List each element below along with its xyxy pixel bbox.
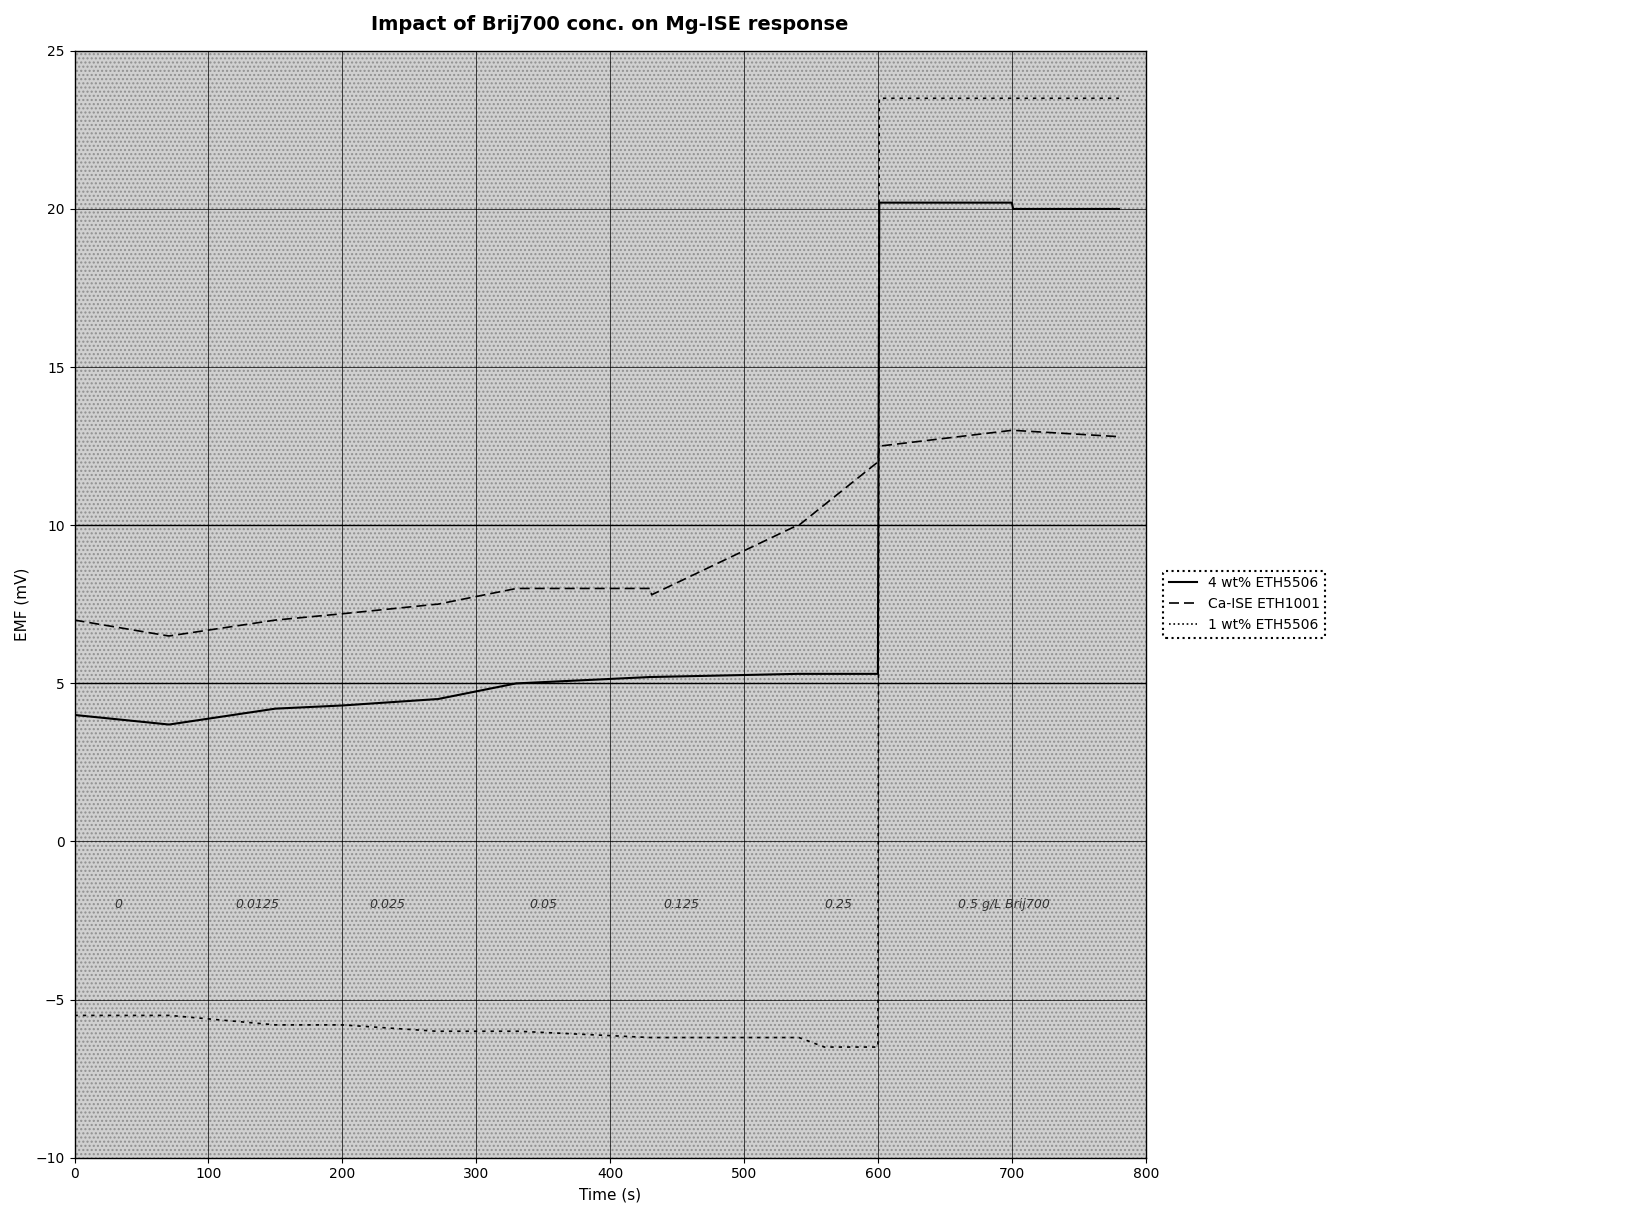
4 wt% ETH5506 (1002, 196, 1021, 211)
Text: 0.5 g/L Brij700: 0.5 g/L Brij700 (958, 898, 1049, 912)
Ca-ISE ETH1001 (869, 439, 889, 454)
1 wt% ETH5506 (935, 91, 954, 106)
4 wt% ETH5506 (787, 667, 807, 682)
1 wt% ETH5506 (332, 1017, 352, 1032)
1 wt% ETH5506 (1002, 91, 1021, 106)
Ca-ISE ETH1001 (426, 598, 445, 612)
1 wt% ETH5506 (640, 1031, 660, 1045)
Line: 4 wt% ETH5506: 4 wt% ETH5506 (75, 203, 1120, 724)
1 wt% ETH5506 (789, 1031, 809, 1045)
1 wt% ETH5506 (936, 91, 956, 106)
1 wt% ETH5506 (160, 1008, 180, 1022)
Ca-ISE ETH1001 (1003, 424, 1023, 438)
1 wt% ETH5506 (815, 1039, 835, 1054)
Ca-ISE ETH1001 (1002, 424, 1021, 438)
1 wt% ETH5506 (507, 1023, 527, 1038)
1 wt% ETH5506 (1003, 91, 1023, 106)
1 wt% ETH5506 (869, 91, 889, 106)
1 wt% ETH5506 (506, 1023, 525, 1038)
1 wt% ETH5506 (868, 1039, 887, 1054)
Line: Ca-ISE ETH1001: Ca-ISE ETH1001 (75, 431, 1120, 636)
Title: Impact of Brij700 conc. on Mg-ISE response: Impact of Brij700 conc. on Mg-ISE respon… (372, 15, 850, 34)
4 wt% ETH5506 (265, 701, 285, 716)
Ca-ISE ETH1001 (507, 582, 527, 596)
4 wt% ETH5506 (159, 717, 178, 731)
Ca-ISE ETH1001 (159, 629, 178, 644)
4 wt% ETH5506 (426, 691, 445, 706)
Ca-ISE ETH1001 (332, 606, 352, 621)
4 wt% ETH5506 (789, 667, 809, 682)
Legend: 4 wt% ETH5506, Ca-ISE ETH1001, 1 wt% ETH5506: 4 wt% ETH5506, Ca-ISE ETH1001, 1 wt% ETH… (1164, 571, 1326, 638)
1 wt% ETH5506 (642, 1031, 661, 1045)
4 wt% ETH5506 (332, 699, 352, 713)
Y-axis label: EMF (mV): EMF (mV) (15, 567, 29, 641)
X-axis label: Time (s): Time (s) (579, 1187, 642, 1202)
Ca-ISE ETH1001 (789, 518, 809, 533)
Ca-ISE ETH1001 (265, 613, 285, 628)
1 wt% ETH5506 (65, 1008, 85, 1022)
4 wt% ETH5506 (1003, 202, 1023, 217)
4 wt% ETH5506 (65, 707, 85, 722)
4 wt% ETH5506 (160, 717, 180, 731)
4 wt% ETH5506 (1110, 202, 1130, 217)
Ca-ISE ETH1001 (65, 613, 85, 628)
1 wt% ETH5506 (787, 1031, 807, 1045)
4 wt% ETH5506 (868, 667, 887, 682)
Text: 0: 0 (115, 898, 123, 912)
4 wt% ETH5506 (869, 196, 889, 211)
1 wt% ETH5506 (159, 1008, 178, 1022)
Line: 1 wt% ETH5506: 1 wt% ETH5506 (75, 99, 1120, 1047)
Ca-ISE ETH1001 (868, 455, 887, 470)
1 wt% ETH5506 (426, 1023, 445, 1038)
Ca-ISE ETH1001 (427, 598, 447, 612)
1 wt% ETH5506 (427, 1023, 447, 1038)
Ca-ISE ETH1001 (640, 582, 660, 596)
Text: 0.0125: 0.0125 (236, 898, 280, 912)
Text: 0.025: 0.025 (368, 898, 404, 912)
Ca-ISE ETH1001 (1110, 430, 1130, 444)
4 wt% ETH5506 (642, 669, 661, 684)
4 wt% ETH5506 (640, 669, 660, 684)
4 wt% ETH5506 (506, 675, 525, 690)
1 wt% ETH5506 (1110, 91, 1130, 106)
4 wt% ETH5506 (507, 675, 527, 690)
1 wt% ETH5506 (265, 1017, 285, 1032)
Ca-ISE ETH1001 (642, 588, 661, 602)
Ca-ISE ETH1001 (787, 518, 807, 533)
Text: 0.25: 0.25 (825, 898, 853, 912)
Ca-ISE ETH1001 (506, 582, 525, 596)
1 wt% ETH5506 (815, 1039, 835, 1054)
Text: 0.125: 0.125 (663, 898, 699, 912)
Ca-ISE ETH1001 (160, 629, 180, 644)
Text: 0.05: 0.05 (530, 898, 558, 912)
4 wt% ETH5506 (427, 691, 447, 706)
